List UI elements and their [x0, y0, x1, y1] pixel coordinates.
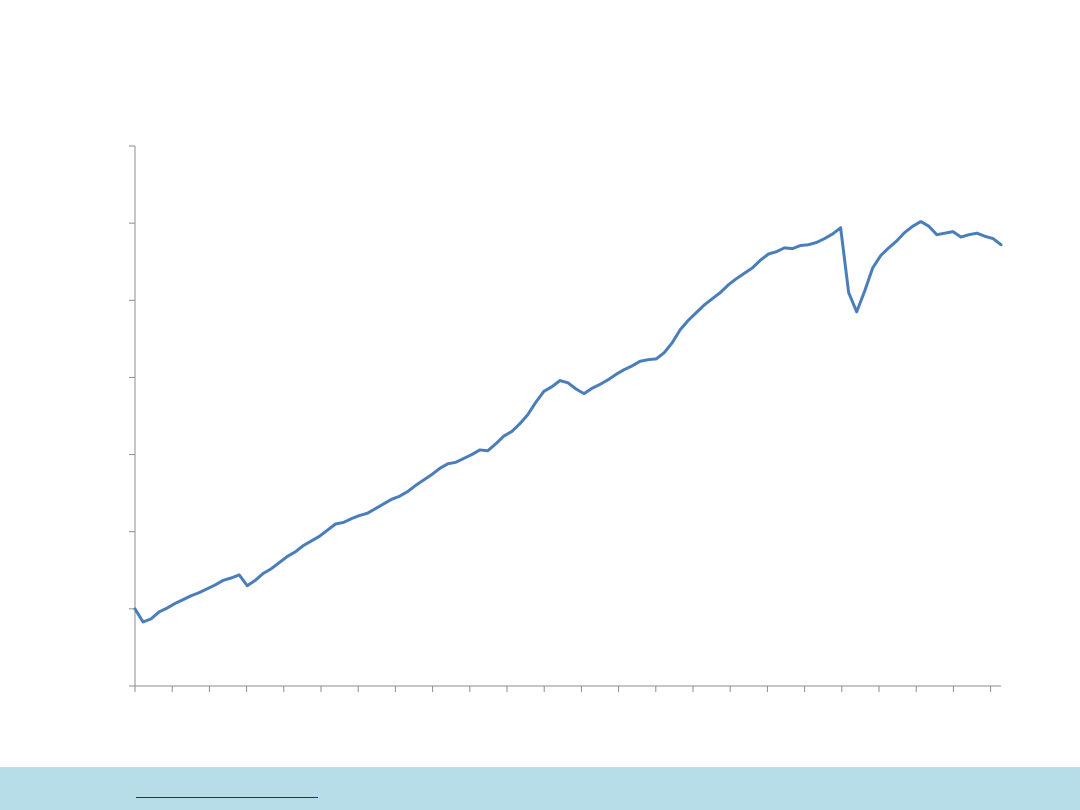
series-group	[133, 220, 1003, 624]
x-ticks	[134, 686, 992, 692]
line-chart	[129, 145, 1003, 692]
x-axis	[134, 685, 1001, 692]
footer-link[interactable]	[136, 779, 318, 798]
footer-band	[0, 767, 1080, 810]
y-axis	[129, 145, 136, 687]
series-line-0	[133, 220, 1003, 624]
y-ticks	[129, 145, 135, 687]
